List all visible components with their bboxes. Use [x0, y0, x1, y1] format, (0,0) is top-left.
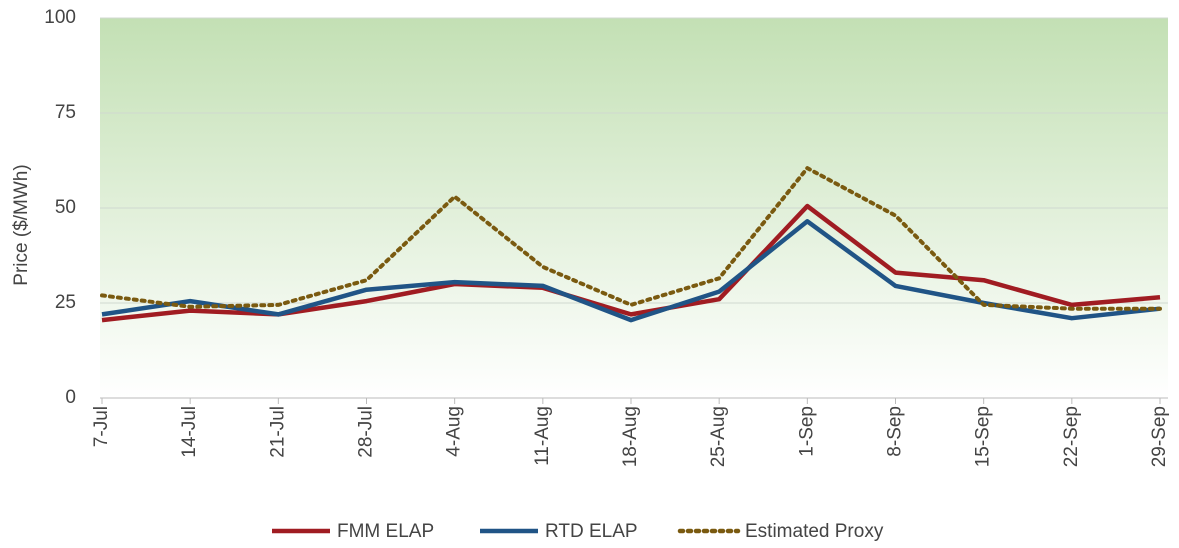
y-tick-label: 50 [55, 197, 76, 218]
x-tick-label: 14-Jul [179, 406, 200, 458]
legend-label: Estimated Proxy [745, 521, 884, 542]
y-tick-label: 25 [55, 292, 76, 313]
y-tick-label: 100 [44, 7, 76, 28]
y-tick-label: 75 [55, 102, 76, 123]
x-tick-label: 22-Sep [1061, 406, 1082, 467]
y-tick-label: 0 [65, 387, 76, 408]
x-tick-label: 21-Jul [267, 406, 288, 458]
x-tick-label: 8-Sep [885, 406, 906, 457]
x-tick-label: 7-Jul [91, 406, 112, 447]
x-tick-label: 11-Aug [532, 406, 553, 466]
x-tick-label: 28-Jul [356, 406, 377, 458]
legend-label: RTD ELAP [545, 521, 638, 542]
x-tick-label: 4-Aug [444, 406, 465, 457]
x-tick-label: 18-Aug [620, 406, 641, 467]
x-tick-label: 1-Sep [796, 406, 817, 457]
x-tick-label: 15-Sep [973, 406, 994, 467]
x-tick-label: 29-Sep [1149, 406, 1170, 467]
legend-label: FMM ELAP [337, 521, 434, 542]
series-line [100, 166, 1162, 311]
x-tick-label: 25-Aug [708, 406, 729, 467]
y-axis-label: Price ($/MWh) [11, 164, 32, 285]
